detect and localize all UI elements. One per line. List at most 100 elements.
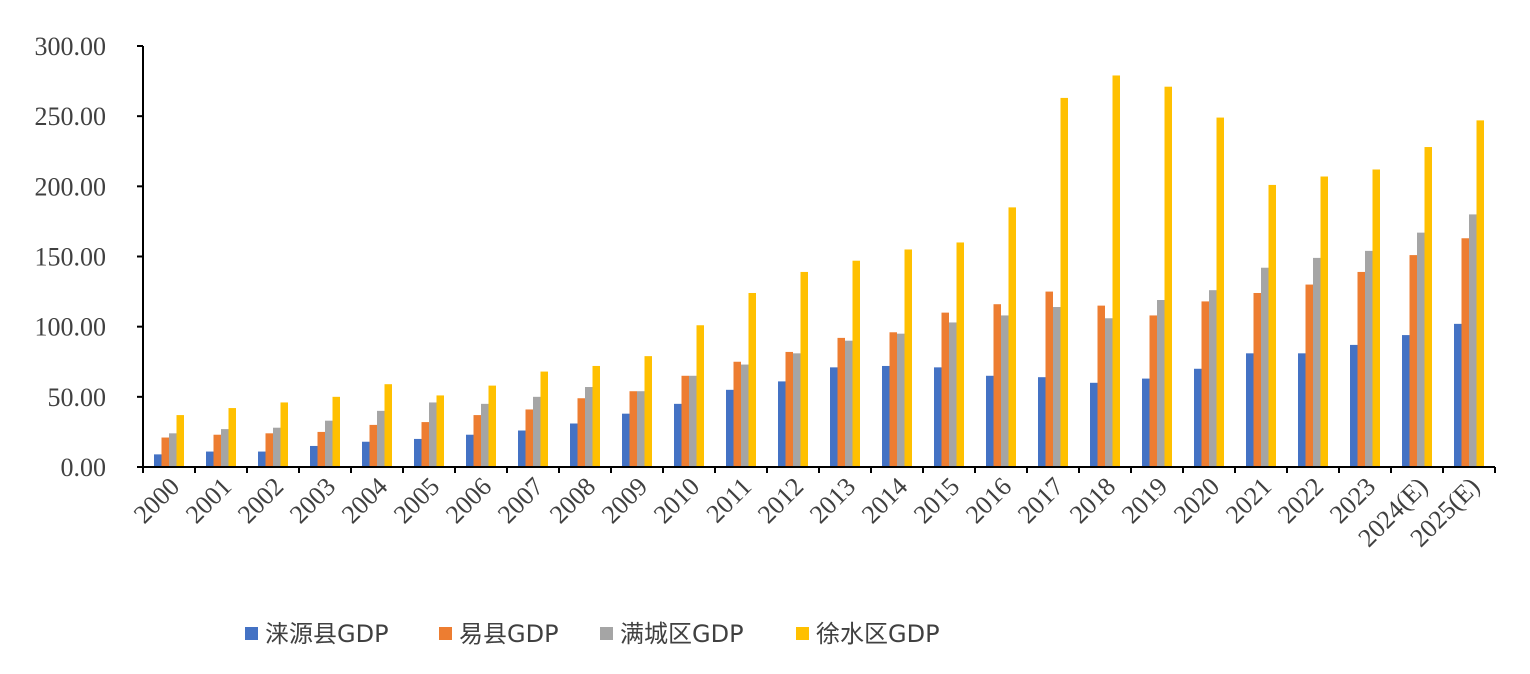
bar-4-2009: [644, 356, 652, 467]
axes-layer: [137, 45, 1496, 473]
legend-swatch: [245, 627, 258, 640]
bar-2-2008: [577, 398, 585, 467]
bar-2-2003: [317, 431, 325, 467]
bar-1-2023: [1350, 344, 1358, 467]
bar-1-2006: [466, 434, 474, 467]
legend-label: 满城区GDP: [620, 620, 744, 648]
legend-swatch: [796, 627, 809, 640]
x-tick-label: 2020: [1168, 472, 1225, 529]
x-tick-label: 2008: [544, 472, 601, 529]
bars-layer: [154, 75, 1484, 468]
y-tick-label: 150.00: [35, 243, 107, 272]
x-tick-label: 2006: [440, 472, 497, 529]
bar-3-2001: [221, 429, 229, 467]
bar-2-2006: [473, 415, 481, 467]
bar-3-2012: [793, 353, 801, 467]
x-tick-label: 2007: [492, 472, 549, 529]
bar-2-2015: [941, 312, 949, 467]
x-tick-label: 2022: [1272, 472, 1329, 529]
bar-1-2001: [206, 451, 214, 467]
bar-2-2010: [681, 375, 689, 467]
x-tick-label: 2021: [1220, 472, 1277, 529]
bar-3-2023: [1365, 250, 1373, 467]
bar-2-2021: [1253, 292, 1261, 467]
bar-4-2022: [1320, 176, 1328, 467]
bar-1-2002: [258, 451, 266, 467]
bar-3-2020: [1209, 290, 1217, 467]
bar-2-2004: [369, 424, 377, 467]
bar-1-2016: [986, 375, 994, 467]
x-tick-label: 2018: [1064, 472, 1121, 529]
bar-3-2018: [1105, 318, 1113, 467]
y-tick-label: 250.00: [35, 102, 107, 131]
bar-3-2005: [429, 402, 437, 467]
y-tick-labels: 0.00 50.00 100.00 150.00 200.00 250.00 300.00: [35, 32, 107, 482]
y-tick-label: 0.00: [61, 453, 107, 482]
bar-4-2000: [176, 415, 184, 467]
bar-1-2004: [362, 441, 370, 467]
bar-4-2007: [540, 371, 548, 467]
bar-3-2010: [689, 375, 697, 467]
legend-label: 徐水区GDP: [816, 620, 940, 648]
bar-2-2007: [525, 409, 533, 467]
bar-4-2003: [332, 396, 340, 467]
bar-4-2015: [956, 242, 964, 467]
x-tick-label: 2002: [232, 472, 289, 529]
x-tick-label: 2011: [701, 472, 758, 529]
bar-2-2000: [161, 437, 169, 467]
bar-3-2024(E): [1417, 232, 1425, 467]
bar-1-2022: [1298, 353, 1306, 467]
bar-3-2008: [585, 387, 593, 467]
bar-4-2016: [1008, 207, 1016, 467]
bar-1-2003: [310, 445, 318, 467]
bar-1-2020: [1194, 368, 1202, 467]
bar-2-2002: [265, 433, 273, 467]
bar-2-2001: [213, 434, 221, 467]
bar-4-2014: [904, 249, 912, 467]
bar-4-2002: [280, 402, 288, 467]
x-tick-label: 2017: [1012, 472, 1069, 529]
bar-3-2013: [845, 340, 853, 467]
x-tick-label: 2012: [752, 472, 809, 529]
bar-2-2009: [629, 391, 637, 467]
legend-swatch: [600, 627, 613, 640]
legend-label: 涞源县GDP: [265, 620, 389, 648]
bar-3-2019: [1157, 300, 1165, 467]
legend-swatch: [439, 627, 452, 640]
bar-2-2023: [1357, 271, 1365, 467]
bar-2-2024(E): [1409, 255, 1417, 467]
bar-3-2022: [1313, 257, 1321, 467]
x-tick-label: 2019: [1116, 472, 1173, 529]
bar-4-2020: [1216, 117, 1224, 467]
bar-3-2002: [273, 427, 281, 467]
bar-1-2021: [1246, 353, 1254, 467]
bar-1-2013: [830, 367, 838, 467]
bar-1-2014: [882, 365, 890, 467]
bar-4-2001: [228, 408, 236, 467]
legend-label: 易县GDP: [459, 620, 559, 648]
bar-3-2014: [897, 333, 905, 467]
bar-1-2005: [414, 438, 422, 467]
bar-3-2011: [741, 364, 749, 467]
bar-3-2003: [325, 420, 333, 467]
x-tick-label: 2004: [336, 472, 393, 529]
x-tick-label: 2009: [596, 472, 653, 529]
x-tick-label: 2014: [856, 472, 913, 529]
bar-4-2024(E): [1424, 147, 1432, 468]
y-tick-label: 300.00: [35, 32, 107, 61]
bar-3-2000: [169, 433, 177, 467]
bar-1-2019: [1142, 378, 1150, 467]
bar-1-2007: [518, 430, 526, 467]
bar-3-2025(E): [1469, 214, 1477, 467]
bar-1-2000: [154, 454, 162, 467]
bar-4-2025(E): [1476, 120, 1484, 467]
x-tick-label: 2003: [284, 472, 341, 529]
bar-2-2017: [1045, 291, 1053, 467]
y-tick-label: 100.00: [35, 313, 107, 342]
y-tick-label: 200.00: [35, 172, 107, 201]
bar-3-2009: [637, 391, 645, 467]
bar-4-2023: [1372, 169, 1380, 468]
bar-3-2016: [1001, 315, 1009, 467]
bar-1-2010: [674, 403, 682, 467]
x-tick-labels: 2000200120022003200420052006200720082009…: [128, 472, 1485, 553]
